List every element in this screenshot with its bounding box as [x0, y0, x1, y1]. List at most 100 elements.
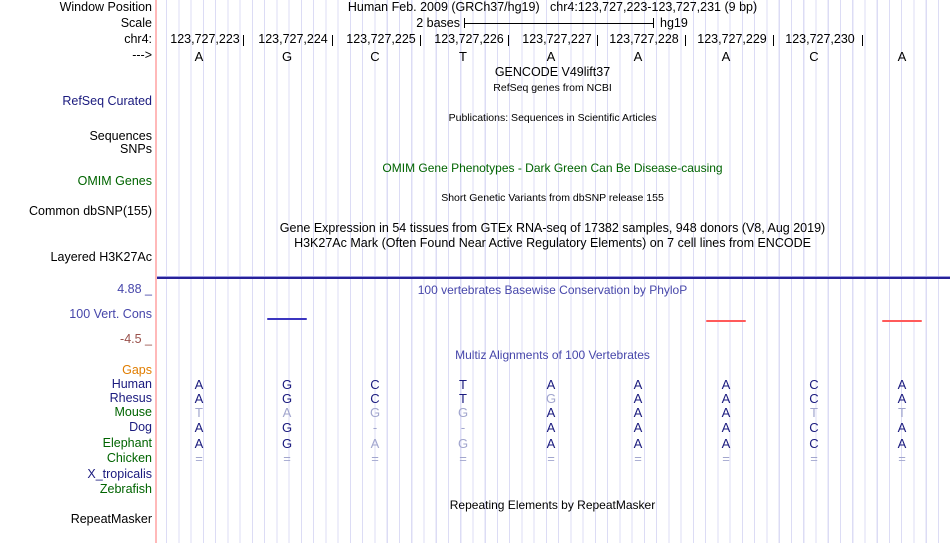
alignment-base: A: [633, 436, 643, 451]
alignment-base: A: [633, 377, 643, 392]
phylop-track-title[interactable]: 100 vertebrates Basewise Conservation by…: [417, 283, 688, 297]
coordinate-label: 123,727,227: [522, 32, 592, 46]
alignment-base: T: [459, 377, 467, 392]
alignment-base: =: [195, 451, 203, 466]
coordinate-label: 123,727,230: [785, 32, 855, 46]
alignment-base: G: [281, 377, 293, 392]
refseq-track-note[interactable]: RefSeq genes from NCBI: [493, 82, 612, 94]
alignment-base: A: [370, 436, 380, 451]
alignment-base: A: [897, 377, 907, 392]
alignment-base: A: [721, 436, 731, 451]
alignment-base: =: [634, 451, 642, 466]
alignment-base: G: [457, 436, 469, 451]
reference-base: T: [459, 49, 467, 64]
alignment-base: =: [547, 451, 555, 466]
alignment-base: G: [545, 391, 557, 406]
alignment-base: =: [898, 451, 906, 466]
track-separator-line: [157, 276, 950, 279]
base-boundary-tick: [861, 35, 863, 46]
species-label-human[interactable]: Human: [111, 377, 152, 391]
coordinate-label: 123,727,229: [697, 32, 767, 46]
track-label-sequences[interactable]: Sequences: [89, 129, 152, 143]
conservation-segment: [882, 320, 922, 322]
alignment-base: A: [897, 391, 907, 406]
scale-bar: [464, 23, 653, 24]
gencode-track-title[interactable]: GENCODE V49lift37: [494, 65, 611, 79]
alignment-base: =: [810, 451, 818, 466]
reference-base: A: [546, 49, 556, 64]
track-label-omim-genes[interactable]: OMIM Genes: [77, 174, 152, 188]
species-label-chicken[interactable]: Chicken: [106, 451, 152, 465]
track-label-layered-h3k27ac[interactable]: Layered H3K27Ac: [50, 250, 152, 264]
alignment-base: A: [633, 420, 643, 435]
reference-base: A: [633, 49, 643, 64]
alignment-base: A: [546, 377, 556, 392]
alignment-base: A: [194, 420, 204, 435]
species-label-mouse[interactable]: Mouse: [114, 405, 152, 419]
alignment-base: A: [194, 436, 204, 451]
species-label-zebrafish[interactable]: Zebrafish: [99, 482, 152, 496]
base-boundary-tick: [508, 35, 510, 46]
alignment-base: -: [460, 420, 466, 435]
alignment-base: A: [721, 377, 731, 392]
alignment-base: -: [372, 420, 378, 435]
species-label-rhesus[interactable]: Rhesus: [109, 391, 152, 405]
conservation-segment: [267, 318, 307, 320]
scale-bar-left-tick: [464, 18, 465, 28]
alignment-base: A: [633, 391, 643, 406]
alignment-base: A: [282, 405, 292, 420]
species-label-elephant[interactable]: Elephant: [102, 436, 152, 450]
alignment-base: T: [195, 405, 203, 420]
coordinate-label: 123,727,226: [434, 32, 504, 46]
multiz-track-title[interactable]: Multiz Alignments of 100 Vertebrates: [455, 348, 650, 362]
publications-track-title[interactable]: Publications: Sequences in Scientific Ar…: [448, 112, 657, 124]
alignment-base: T: [898, 405, 906, 420]
alignment-base: A: [897, 420, 907, 435]
assembly-label: hg19: [660, 16, 688, 30]
alignment-base: G: [281, 436, 293, 451]
strand-arrow: --->: [132, 48, 152, 62]
base-boundary-tick: [331, 35, 333, 46]
reference-base: G: [281, 49, 293, 64]
alignment-base: A: [546, 420, 556, 435]
alignment-base: A: [721, 420, 731, 435]
coordinate-label: 123,727,223: [170, 32, 240, 46]
base-boundary-tick: [684, 35, 686, 46]
reference-base: C: [370, 49, 380, 64]
alignment-base: A: [633, 405, 643, 420]
track-label-common-dbsnp[interactable]: Common dbSNP(155): [29, 204, 152, 218]
reference-base: A: [721, 49, 731, 64]
species-label-dog[interactable]: Dog: [129, 420, 152, 434]
position-title: Human Feb. 2009 (GRCh37/hg19) chr4:123,7…: [347, 0, 758, 14]
track-label-vert-cons[interactable]: 100 Vert. Cons: [69, 307, 152, 321]
base-boundary-tick: [596, 35, 598, 46]
species-label-x_tropicalis[interactable]: X_tropicalis: [87, 467, 152, 481]
repeatmasker-track-title[interactable]: Repeating Elements by RepeatMasker: [449, 498, 656, 512]
alignment-base: A: [721, 405, 731, 420]
alignment-base: A: [546, 405, 556, 420]
alignment-base: A: [721, 391, 731, 406]
alignment-base: G: [457, 405, 469, 420]
dbsnp-track-title[interactable]: Short Genetic Variants from dbSNP releas…: [441, 192, 664, 204]
alignment-base: A: [194, 377, 204, 392]
gtex-track-title[interactable]: Gene Expression in 54 tissues from GTEx …: [279, 221, 826, 235]
track-label-repeatmasker[interactable]: RepeatMasker: [70, 512, 152, 526]
conservation-segment: [706, 320, 746, 322]
track-label-refseq-curated[interactable]: RefSeq Curated: [62, 94, 152, 108]
track-label-gaps[interactable]: Gaps: [122, 363, 152, 377]
alignment-base: A: [194, 391, 204, 406]
alignment-base: G: [369, 405, 381, 420]
chrom-label: chr4:: [124, 32, 152, 46]
alignment-base: C: [370, 391, 380, 406]
omim-track-title[interactable]: OMIM Gene Phenotypes - Dark Green Can Be…: [382, 161, 723, 175]
alignment-base: =: [459, 451, 467, 466]
scale-bar-right-tick: [653, 18, 654, 28]
alignment-base: A: [897, 436, 907, 451]
scale-label: Scale: [120, 16, 152, 30]
alignment-base: C: [370, 377, 380, 392]
track-label-snps[interactable]: SNPs: [120, 142, 152, 156]
alignment-base: C: [809, 391, 819, 406]
h3k27ac-track-title[interactable]: H3K27Ac Mark (Often Found Near Active Re…: [294, 236, 811, 250]
alignment-base: =: [283, 451, 291, 466]
